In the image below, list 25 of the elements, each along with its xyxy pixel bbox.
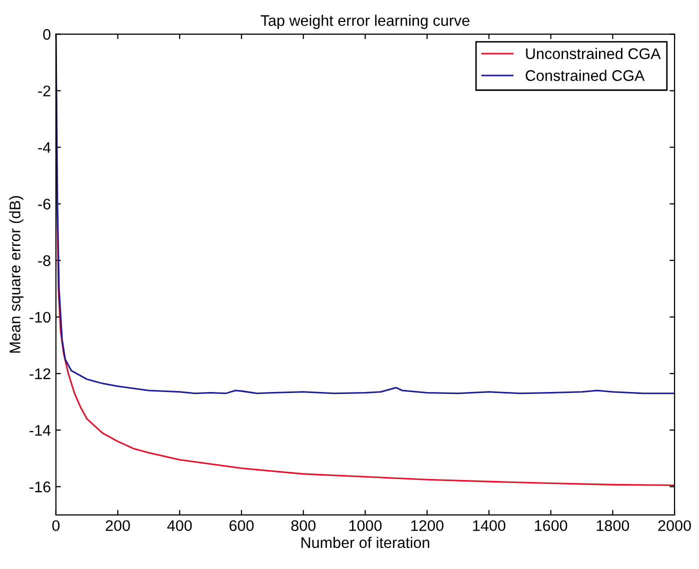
y-tick-label: -6 [38, 198, 50, 210]
x-tick-label: 1200 [411, 520, 444, 532]
y-tick-label: -16 [30, 482, 50, 492]
y-tick-label: 0 [43, 29, 50, 40]
y-tick-label: -10 [30, 312, 50, 323]
x-tick-label: 1600 [534, 520, 568, 532]
legend-label: Constrained CGA [526, 70, 645, 81]
x-tick-label: 200 [106, 520, 130, 532]
y-tick-label: -12 [30, 368, 50, 380]
x-tick-label: 0 [52, 520, 60, 532]
chart-title: Tap weight error learning curve [260, 14, 470, 29]
y-tick-label: -2 [38, 86, 50, 96]
x-tick-label: 1800 [596, 520, 630, 532]
x-tick-label: 800 [291, 520, 316, 532]
x-tick-label: 1400 [473, 520, 506, 532]
legend-label: Unconstrained CGA [526, 48, 661, 60]
x-axis-title: Number of iteration [302, 536, 430, 548]
y-tick-label: -14 [30, 425, 51, 436]
x-tick-label: 600 [230, 520, 254, 532]
y-axis-title: Mean square error (dB) [9, 196, 24, 353]
x-tick-label: 2000 [658, 520, 691, 532]
x-tick-label: 400 [167, 520, 192, 532]
y-tick-label: -8 [38, 255, 50, 266]
x-tick-label: 1000 [349, 520, 382, 532]
y-tick-label: -4 [38, 142, 51, 153]
